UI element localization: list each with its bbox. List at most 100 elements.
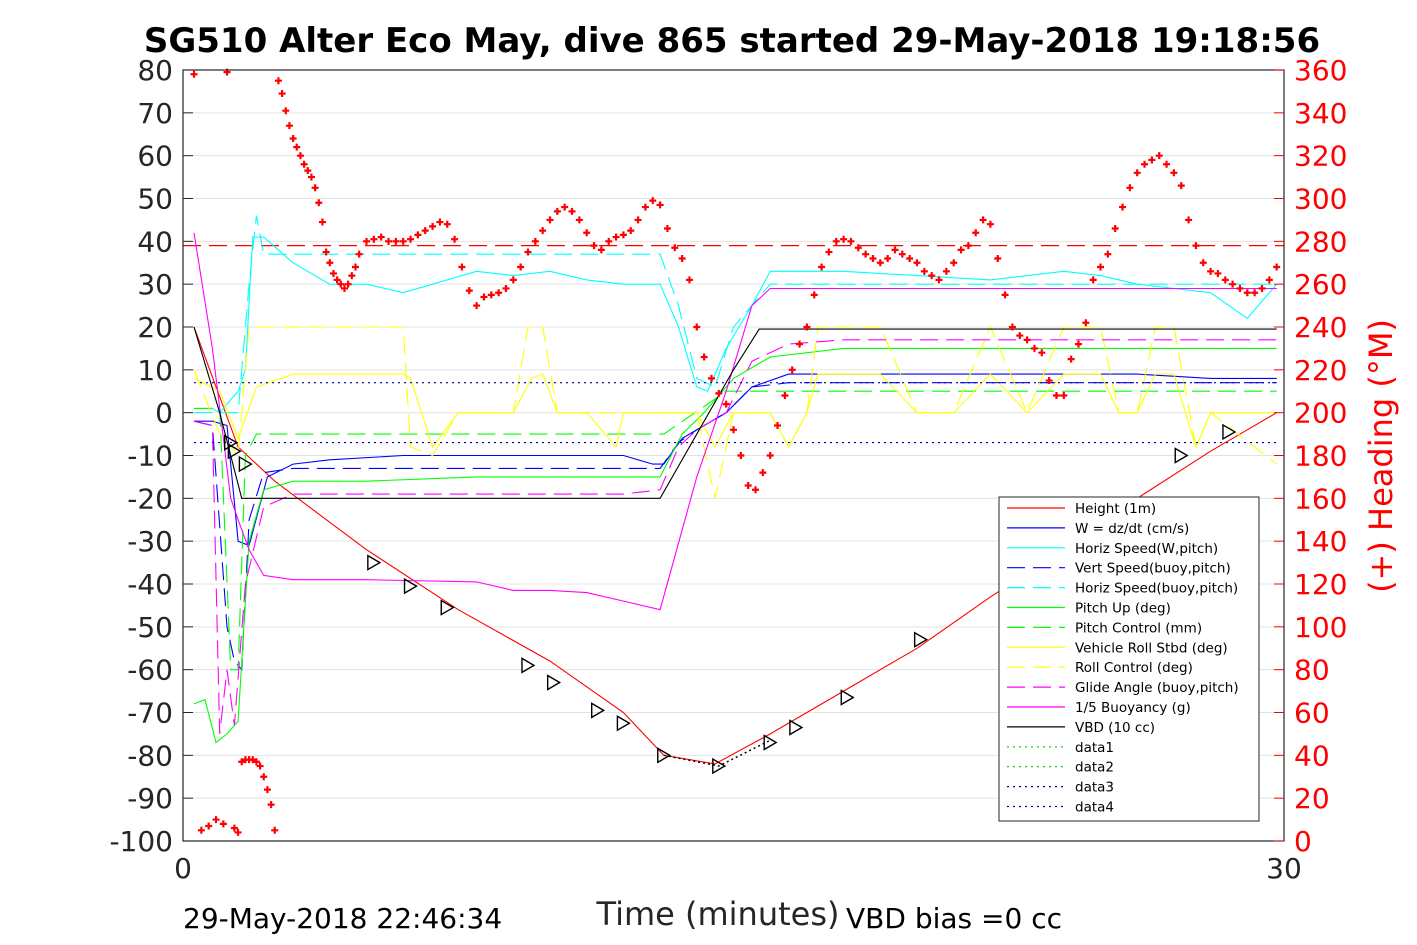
series-line-9 bbox=[193, 339, 1277, 734]
heading-point bbox=[583, 229, 591, 237]
heading-point bbox=[561, 203, 569, 211]
x-axis-label: Time (minutes) bbox=[596, 895, 840, 933]
heading-point bbox=[766, 452, 774, 459]
y-tick-label: -40 bbox=[127, 568, 173, 601]
heading-point bbox=[318, 218, 326, 226]
heading-point bbox=[1192, 242, 1200, 250]
heading-point bbox=[847, 237, 855, 245]
heading-point bbox=[274, 77, 282, 85]
heading-point bbox=[788, 366, 796, 374]
heading-point bbox=[854, 244, 862, 252]
heading-point bbox=[942, 267, 950, 275]
heading-point bbox=[509, 276, 517, 284]
triangle-marker bbox=[1174, 447, 1189, 464]
heading-point bbox=[928, 272, 936, 280]
heading-point bbox=[568, 207, 576, 215]
heading-point bbox=[487, 291, 495, 299]
heading-point bbox=[1221, 276, 1229, 284]
heading-point bbox=[774, 422, 782, 430]
heading-point bbox=[1258, 284, 1266, 292]
heading-point bbox=[1111, 224, 1119, 232]
triangle-marker bbox=[763, 734, 778, 751]
legend-entry: data2 bbox=[1075, 760, 1114, 776]
heading-point bbox=[1067, 355, 1075, 363]
heading-point bbox=[605, 237, 613, 245]
heading-point bbox=[979, 216, 987, 224]
y-tick-label: -20 bbox=[127, 482, 173, 515]
heading-point bbox=[1273, 263, 1281, 271]
y-right-tick-label: 80 bbox=[1294, 654, 1330, 687]
heading-point bbox=[502, 284, 510, 292]
triangle-marker bbox=[546, 674, 562, 691]
heading-point bbox=[1008, 323, 1016, 331]
heading-point bbox=[1265, 276, 1273, 284]
y-tick-label: 80 bbox=[137, 54, 173, 87]
y-tick-label: -30 bbox=[127, 525, 173, 558]
heading-point bbox=[1119, 203, 1127, 211]
series-line-10 bbox=[193, 232, 1277, 611]
heading-point bbox=[1177, 182, 1185, 190]
y-right-tick-label: 100 bbox=[1294, 611, 1347, 644]
heading-point bbox=[421, 227, 429, 235]
triangle-marker bbox=[913, 631, 929, 648]
axes: 80706050403020100-10-20-30-40-50-60-70-8… bbox=[109, 54, 1347, 885]
heading-point bbox=[344, 280, 352, 288]
triangle-marker bbox=[403, 577, 418, 595]
triangle-marker bbox=[521, 657, 536, 674]
heading-point bbox=[612, 233, 620, 241]
heading-point bbox=[348, 272, 356, 280]
heading-point bbox=[249, 756, 257, 764]
y-tick-label: -80 bbox=[127, 739, 173, 772]
heading-point bbox=[722, 400, 730, 408]
heading-point bbox=[267, 801, 275, 809]
heading-point bbox=[307, 173, 315, 181]
heading-point bbox=[539, 227, 547, 235]
heading-point bbox=[752, 486, 760, 494]
heading-point bbox=[260, 773, 268, 781]
heading-point bbox=[920, 267, 928, 275]
legend-entry: Pitch Control (mm) bbox=[1075, 620, 1202, 636]
series-line-11 bbox=[193, 326, 1277, 499]
x-tick-label: 30 bbox=[1266, 852, 1302, 885]
heading-point bbox=[363, 237, 370, 245]
y-right-tick-label: 200 bbox=[1294, 397, 1347, 430]
legend: Height (1m) W = dz/dt (cm/s) Horiz Speed(W… bbox=[998, 496, 1260, 822]
heading-point bbox=[1082, 319, 1090, 327]
y-tick-label: 40 bbox=[137, 225, 173, 258]
heading-point bbox=[377, 233, 385, 241]
legend-entry: Vehicle Roll Stbd (deg) bbox=[1075, 640, 1228, 656]
heading-point bbox=[884, 254, 892, 262]
heading-point bbox=[1236, 284, 1244, 292]
heading-point bbox=[351, 263, 359, 271]
heading-point bbox=[315, 199, 323, 207]
legend-entry: Roll Control (deg) bbox=[1075, 660, 1193, 676]
triangle-marker bbox=[367, 554, 382, 571]
heading-point bbox=[1052, 392, 1060, 400]
heading-point bbox=[730, 426, 737, 434]
heading-point bbox=[1104, 250, 1112, 258]
series-line-5 bbox=[193, 347, 1277, 744]
heading-point bbox=[891, 246, 899, 254]
heading-point bbox=[994, 254, 1002, 262]
y-right-tick-label: 320 bbox=[1294, 140, 1347, 173]
heading-point bbox=[392, 237, 400, 245]
legend-entry: Pitch Up (deg) bbox=[1075, 601, 1171, 617]
y-right-tick-label: 300 bbox=[1294, 183, 1347, 216]
heading-point bbox=[862, 250, 870, 258]
triangle-marker bbox=[238, 455, 253, 473]
heading-point bbox=[986, 220, 994, 228]
heading-point bbox=[205, 822, 213, 830]
y-tick-label: -100 bbox=[109, 825, 173, 858]
y-right-tick-label: 280 bbox=[1294, 225, 1347, 258]
heading-point bbox=[296, 152, 304, 160]
heading-point bbox=[935, 276, 943, 284]
heading-point bbox=[1016, 332, 1024, 340]
series-line-6 bbox=[194, 390, 1277, 671]
y-tick-label: 60 bbox=[137, 140, 173, 173]
heading-point bbox=[524, 248, 532, 256]
heading-point bbox=[671, 244, 679, 252]
heading-point bbox=[271, 826, 279, 834]
y-right-tick-label: 0 bbox=[1294, 825, 1312, 858]
heading-point bbox=[234, 828, 242, 836]
